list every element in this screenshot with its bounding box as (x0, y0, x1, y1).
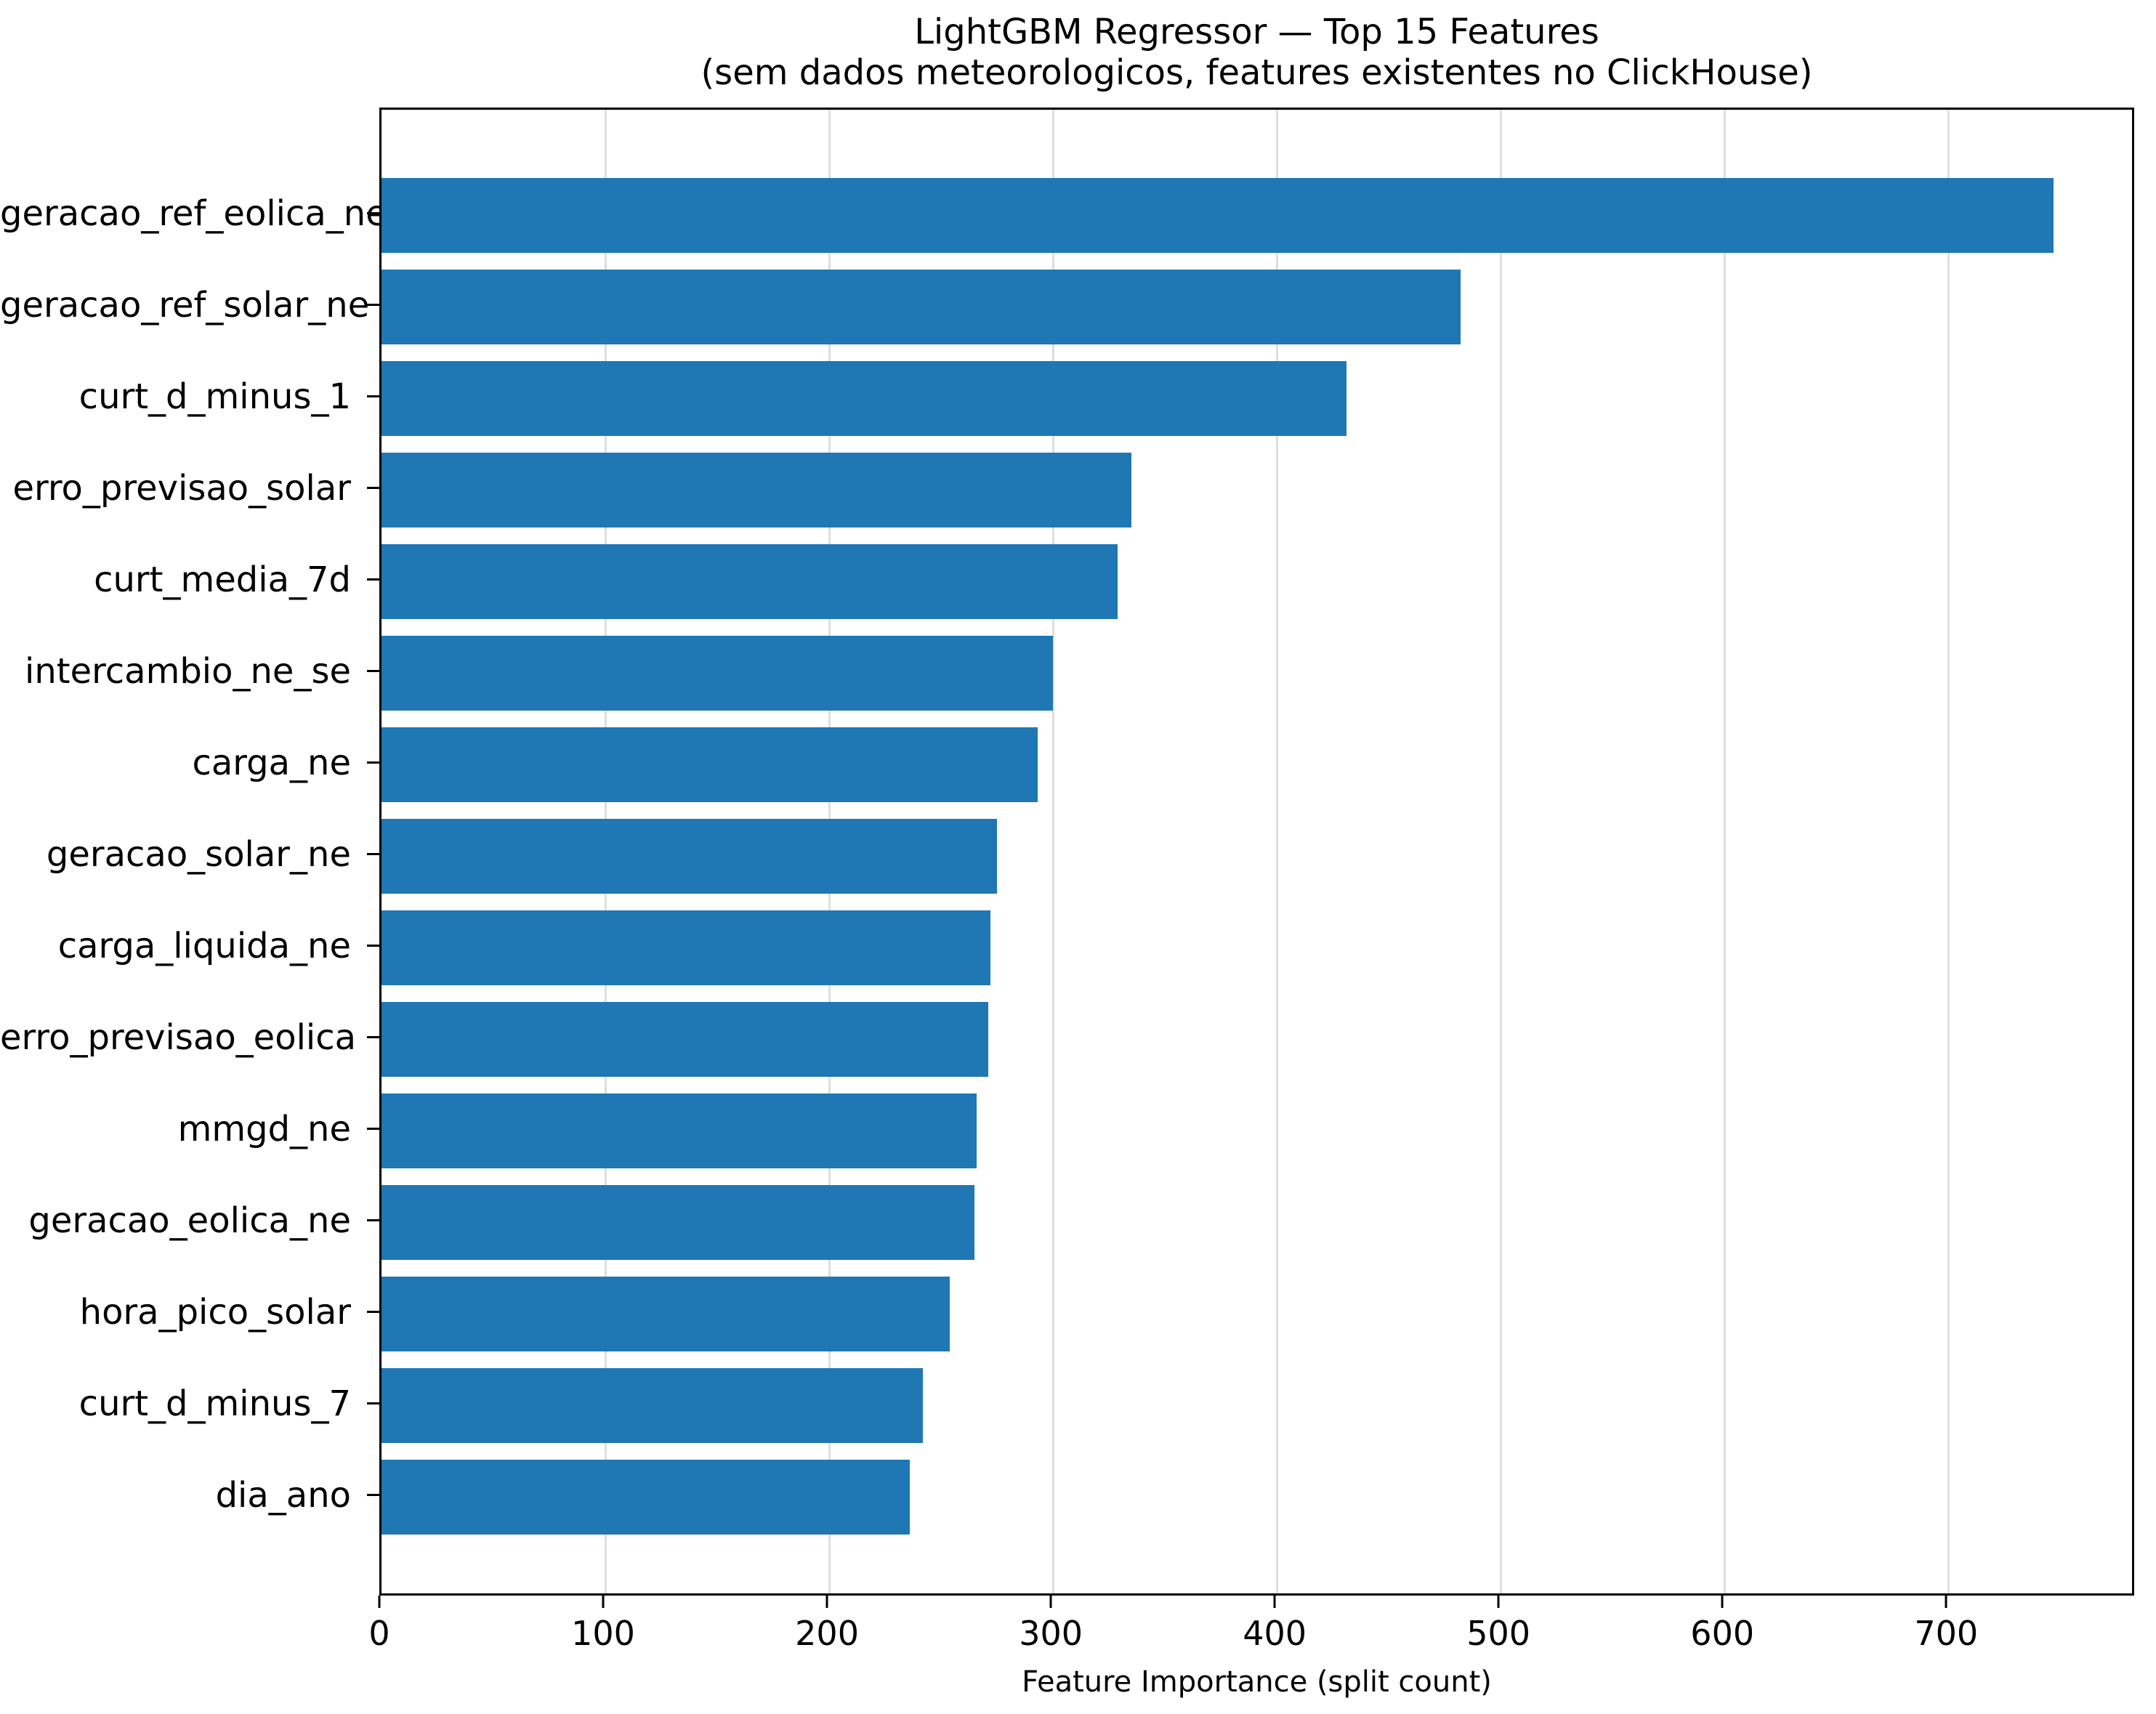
y-tick-label: hora_pico_solar (79, 1291, 351, 1333)
bar (381, 453, 1131, 527)
bar (381, 1002, 988, 1077)
y-tick-label: curt_d_minus_1 (78, 376, 351, 417)
gridline (1947, 110, 1950, 1593)
y-tick-label: intercambio_ne_se (24, 650, 351, 692)
bar (381, 178, 2054, 253)
gridline (1275, 110, 1278, 1593)
y-tick-label: geracao_ref_eolica_ne (0, 193, 387, 234)
bar (381, 270, 1461, 344)
x-tick-label: 200 (795, 1614, 859, 1653)
y-tick-mark (367, 395, 379, 397)
y-tick-mark (367, 578, 379, 581)
y-tick-mark (367, 304, 379, 306)
x-tick-label: 600 (1690, 1614, 1755, 1653)
y-tick-label: curt_d_minus_7 (78, 1383, 351, 1424)
gridline (1051, 110, 1054, 1593)
y-tick-label: geracao_ref_solar_ne (0, 284, 370, 326)
plot-area (379, 108, 2134, 1596)
bar (381, 1094, 977, 1168)
chart-title-line2: (sem dados meteorologicos, features exis… (701, 52, 1813, 93)
x-tick-label: 500 (1466, 1614, 1531, 1653)
bar (381, 1460, 910, 1535)
y-tick-mark (367, 1128, 379, 1130)
x-tick-mark (1721, 1596, 1724, 1608)
bar (381, 1368, 924, 1443)
y-axis-labels: geracao_ref_eolica_ne geracao_ref_solar_n… (0, 108, 387, 1596)
y-tick-label: mmgd_ne (177, 1108, 351, 1149)
chart-title: LightGBM Regressor — Top 15 Features (se… (379, 12, 2134, 93)
y-tick-mark (367, 945, 379, 947)
y-tick-mark (367, 853, 379, 855)
y-tick-label: erro_previsao_eolica (0, 1016, 357, 1058)
y-tick-label: carga_ne (192, 742, 351, 783)
x-tick-label: 100 (571, 1614, 635, 1653)
x-tick-label: 0 (368, 1614, 390, 1653)
x-tick-label: 300 (1019, 1614, 1083, 1653)
x-tick-mark (378, 1596, 381, 1608)
y-tick-label: dia_ano (215, 1474, 351, 1516)
x-tick-label: 700 (1914, 1614, 1979, 1653)
x-tick-mark (1049, 1596, 1052, 1608)
x-tick-mark (1945, 1596, 1947, 1608)
y-tick-label: carga_liquida_ne (57, 925, 351, 966)
bar (381, 1277, 950, 1351)
x-tick-mark (825, 1596, 828, 1608)
bar (381, 636, 1054, 711)
y-tick-mark (367, 1402, 379, 1404)
y-tick-label: geracao_solar_ne (46, 833, 351, 875)
x-axis-title: Feature Importance (split count) (1022, 1665, 1492, 1699)
bar (381, 819, 998, 894)
x-tick-label: 400 (1243, 1614, 1307, 1653)
y-tick-mark (367, 1494, 379, 1496)
chart-title-line1: LightGBM Regressor — Top 15 Features (914, 12, 1599, 52)
gridline (1723, 110, 1726, 1593)
x-tick-mark (602, 1596, 605, 1608)
y-tick-label: geracao_eolica_ne (28, 1200, 351, 1241)
y-tick-label: erro_previsao_solar (12, 467, 351, 509)
bar (381, 361, 1347, 436)
bar (381, 727, 1038, 802)
bar (381, 544, 1118, 619)
y-tick-mark (367, 761, 379, 764)
y-tick-mark (367, 487, 379, 489)
bar (381, 910, 990, 985)
y-tick-mark (367, 1219, 379, 1221)
y-tick-mark (367, 212, 379, 214)
y-tick-mark (367, 1311, 379, 1313)
bar (381, 1185, 975, 1260)
gridline (1499, 110, 1502, 1593)
x-tick-mark (1497, 1596, 1500, 1608)
y-tick-mark (367, 1036, 379, 1038)
y-tick-mark (367, 670, 379, 672)
y-tick-label: curt_media_7d (94, 559, 351, 600)
x-tick-mark (1273, 1596, 1276, 1608)
